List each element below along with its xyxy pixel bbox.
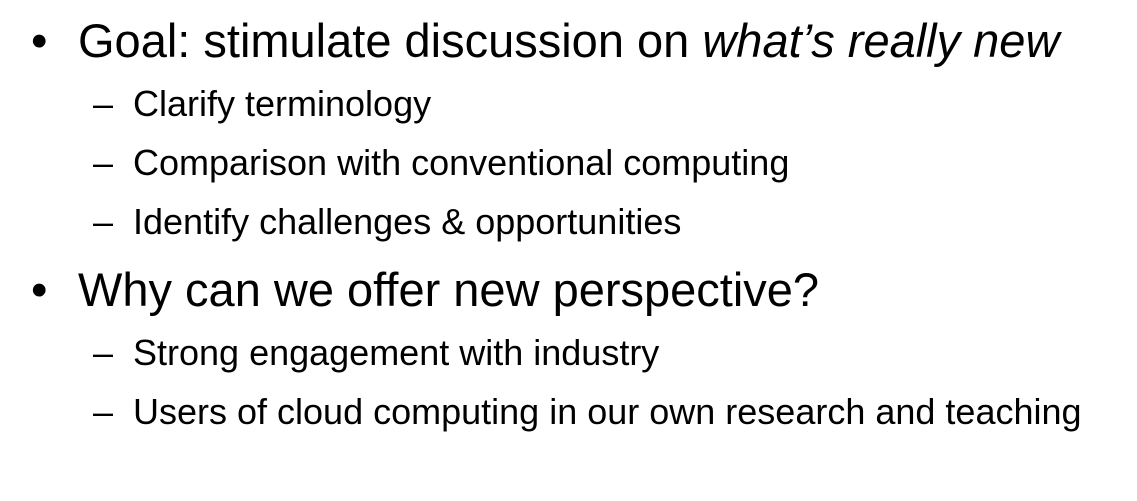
subitem-text: Identify challenges & opportunities bbox=[133, 201, 682, 242]
dash-marker: – bbox=[93, 391, 114, 432]
subitem-text: Clarify terminology bbox=[133, 83, 432, 124]
bullet-goal-label: Goal: stimulate discussion on bbox=[78, 14, 703, 67]
bullet-why-text: Why can we offer new perspective? bbox=[78, 263, 820, 316]
subitem-text: Comparison with conventional computing bbox=[133, 142, 790, 183]
dash-marker: – bbox=[93, 142, 114, 183]
subitem-text: Strong engagement with industry bbox=[133, 332, 660, 373]
bullet-marker: • bbox=[31, 14, 48, 67]
subitem-text: Users of cloud computing in our own rese… bbox=[133, 391, 1082, 432]
bullet-marker: • bbox=[31, 263, 48, 316]
dash-marker: – bbox=[93, 332, 114, 373]
bullet-goal-text: Goal: stimulate discussion on what’s rea… bbox=[78, 13, 1059, 69]
dash-marker: – bbox=[93, 83, 114, 124]
bullet-goal-emphasis: what’s really new bbox=[702, 14, 1060, 67]
dash-marker: – bbox=[93, 201, 114, 242]
